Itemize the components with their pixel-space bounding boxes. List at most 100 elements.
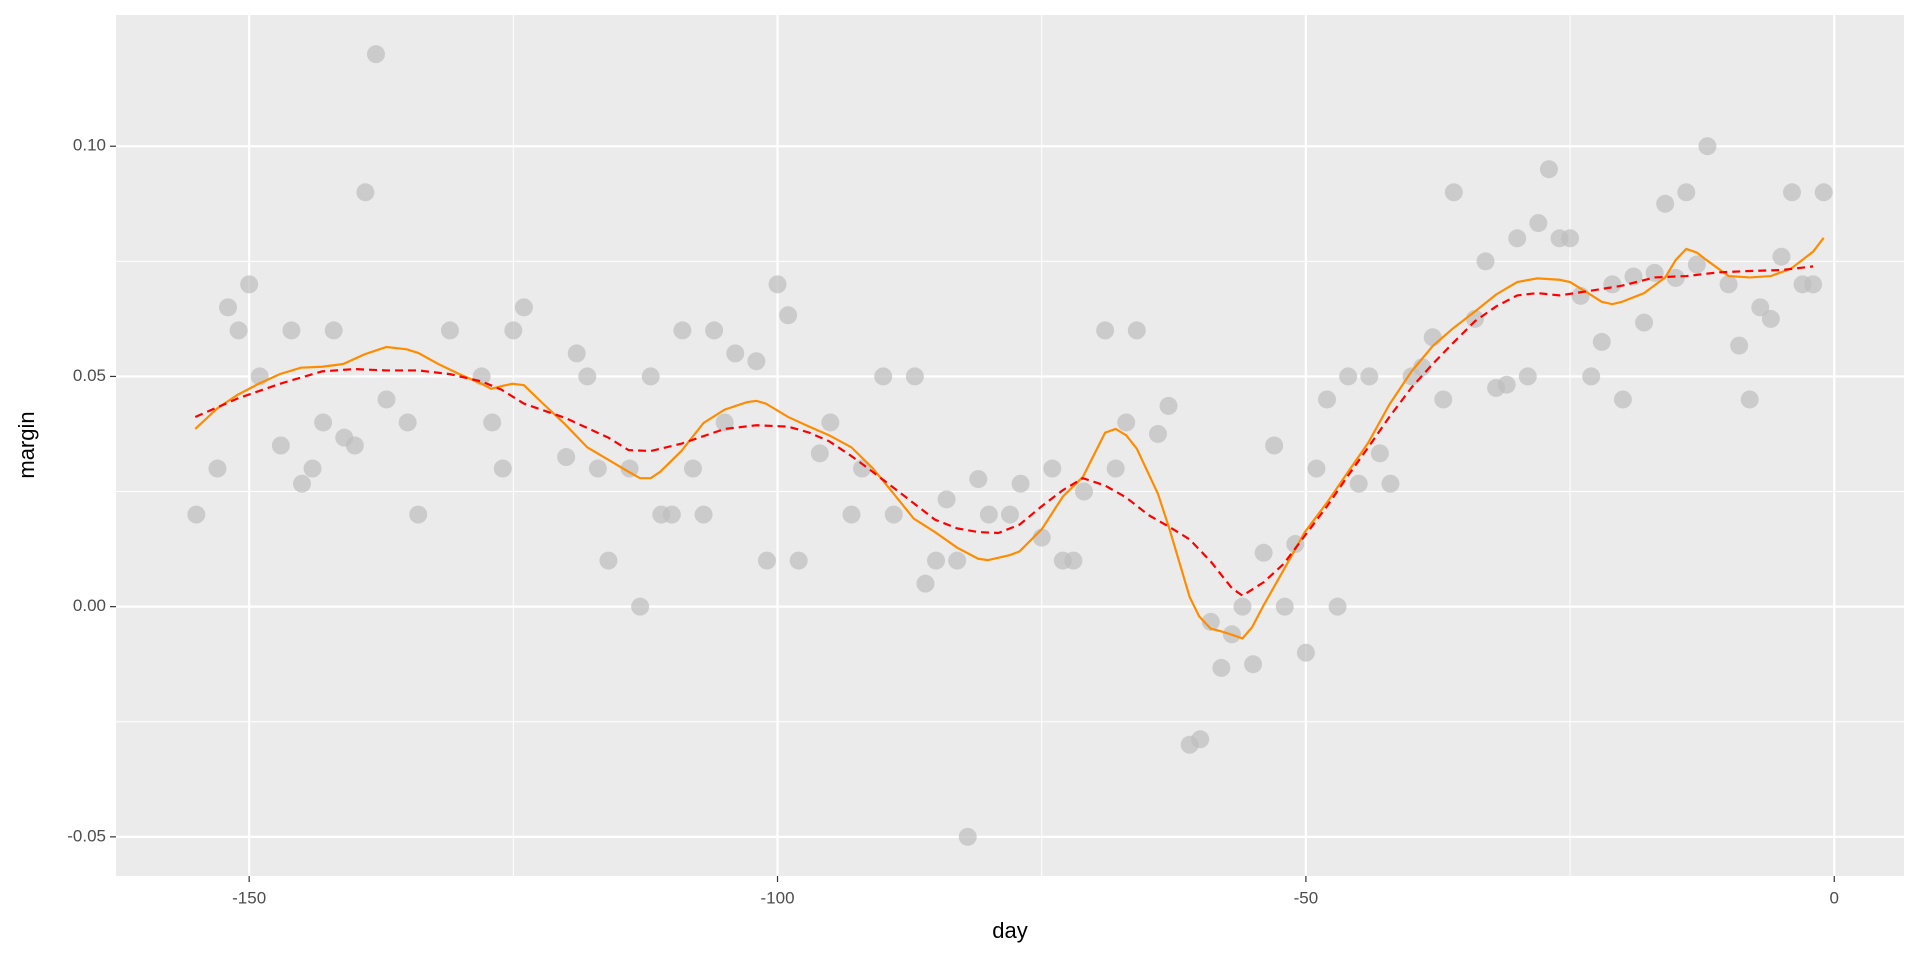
point — [1296, 643, 1315, 662]
point — [578, 367, 597, 386]
smooth-line — [194, 265, 1814, 597]
point — [1624, 267, 1643, 286]
point — [1148, 424, 1167, 443]
point — [398, 413, 417, 432]
point — [810, 444, 829, 463]
point — [599, 551, 618, 570]
point — [1592, 332, 1611, 351]
point — [1191, 730, 1210, 749]
point — [842, 505, 861, 524]
point — [927, 551, 946, 570]
point — [208, 459, 227, 478]
point — [1201, 612, 1220, 631]
point — [1804, 275, 1823, 294]
x-tick-label: -50 — [1294, 888, 1319, 907]
point — [768, 275, 787, 294]
point — [1043, 459, 1062, 478]
point — [1434, 390, 1453, 409]
point — [683, 459, 702, 478]
point — [229, 321, 248, 340]
point — [240, 275, 259, 294]
point — [303, 459, 322, 478]
point — [1423, 328, 1442, 347]
point — [1476, 252, 1495, 271]
point — [631, 597, 650, 616]
point — [271, 436, 290, 455]
point — [1328, 597, 1347, 616]
point — [726, 344, 745, 363]
x-axis-title: day — [992, 918, 1027, 943]
point — [853, 459, 872, 478]
point — [557, 448, 576, 467]
point — [1381, 474, 1400, 493]
point — [673, 321, 692, 340]
point — [1772, 247, 1791, 266]
point — [620, 459, 639, 478]
point — [1032, 528, 1051, 547]
point — [1730, 336, 1749, 355]
point — [715, 413, 734, 432]
point — [1106, 459, 1125, 478]
y-axis-title: margin — [14, 411, 39, 478]
point — [705, 321, 724, 340]
point — [905, 367, 924, 386]
point — [1613, 390, 1632, 409]
point — [1666, 268, 1685, 287]
y-tick-label: -0.05 — [67, 826, 106, 845]
point — [779, 306, 798, 325]
point — [493, 459, 512, 478]
grid — [116, 15, 1904, 876]
point — [1719, 275, 1738, 294]
point — [1497, 375, 1516, 394]
point — [1677, 183, 1696, 202]
point — [874, 367, 893, 386]
point — [356, 183, 375, 202]
point — [282, 321, 301, 340]
point — [1508, 229, 1527, 248]
y-tick-label: 0.05 — [73, 366, 106, 385]
point — [937, 490, 956, 509]
point — [514, 298, 533, 317]
point — [314, 413, 333, 432]
point — [662, 505, 681, 524]
point — [1370, 444, 1389, 463]
point — [377, 390, 396, 409]
point — [440, 321, 459, 340]
point — [1064, 551, 1083, 570]
point — [916, 574, 935, 593]
point — [1159, 396, 1178, 415]
point — [219, 298, 238, 317]
point — [1318, 390, 1337, 409]
point — [1582, 367, 1601, 386]
point — [641, 367, 660, 386]
point — [948, 551, 967, 570]
point — [884, 505, 903, 524]
point — [1307, 459, 1326, 478]
point — [1275, 597, 1294, 616]
point — [1635, 313, 1654, 332]
point — [1339, 367, 1358, 386]
panel — [116, 15, 1904, 876]
point — [409, 505, 428, 524]
point — [567, 344, 586, 363]
point — [1244, 655, 1263, 674]
point — [1444, 183, 1463, 202]
point — [1212, 658, 1231, 677]
x-tick-label: -100 — [761, 888, 795, 907]
point — [483, 413, 502, 432]
marks — [187, 45, 1833, 846]
point — [1233, 597, 1252, 616]
point — [1656, 194, 1675, 213]
point — [821, 413, 840, 432]
point — [1603, 275, 1622, 294]
point — [1698, 137, 1717, 156]
point — [1011, 474, 1030, 493]
y-tick-label: 0.10 — [73, 136, 106, 155]
point — [345, 436, 364, 455]
point — [1814, 183, 1833, 202]
point — [187, 505, 206, 524]
point — [1265, 436, 1284, 455]
point — [1687, 255, 1706, 274]
point — [1539, 160, 1558, 179]
point — [366, 45, 385, 64]
